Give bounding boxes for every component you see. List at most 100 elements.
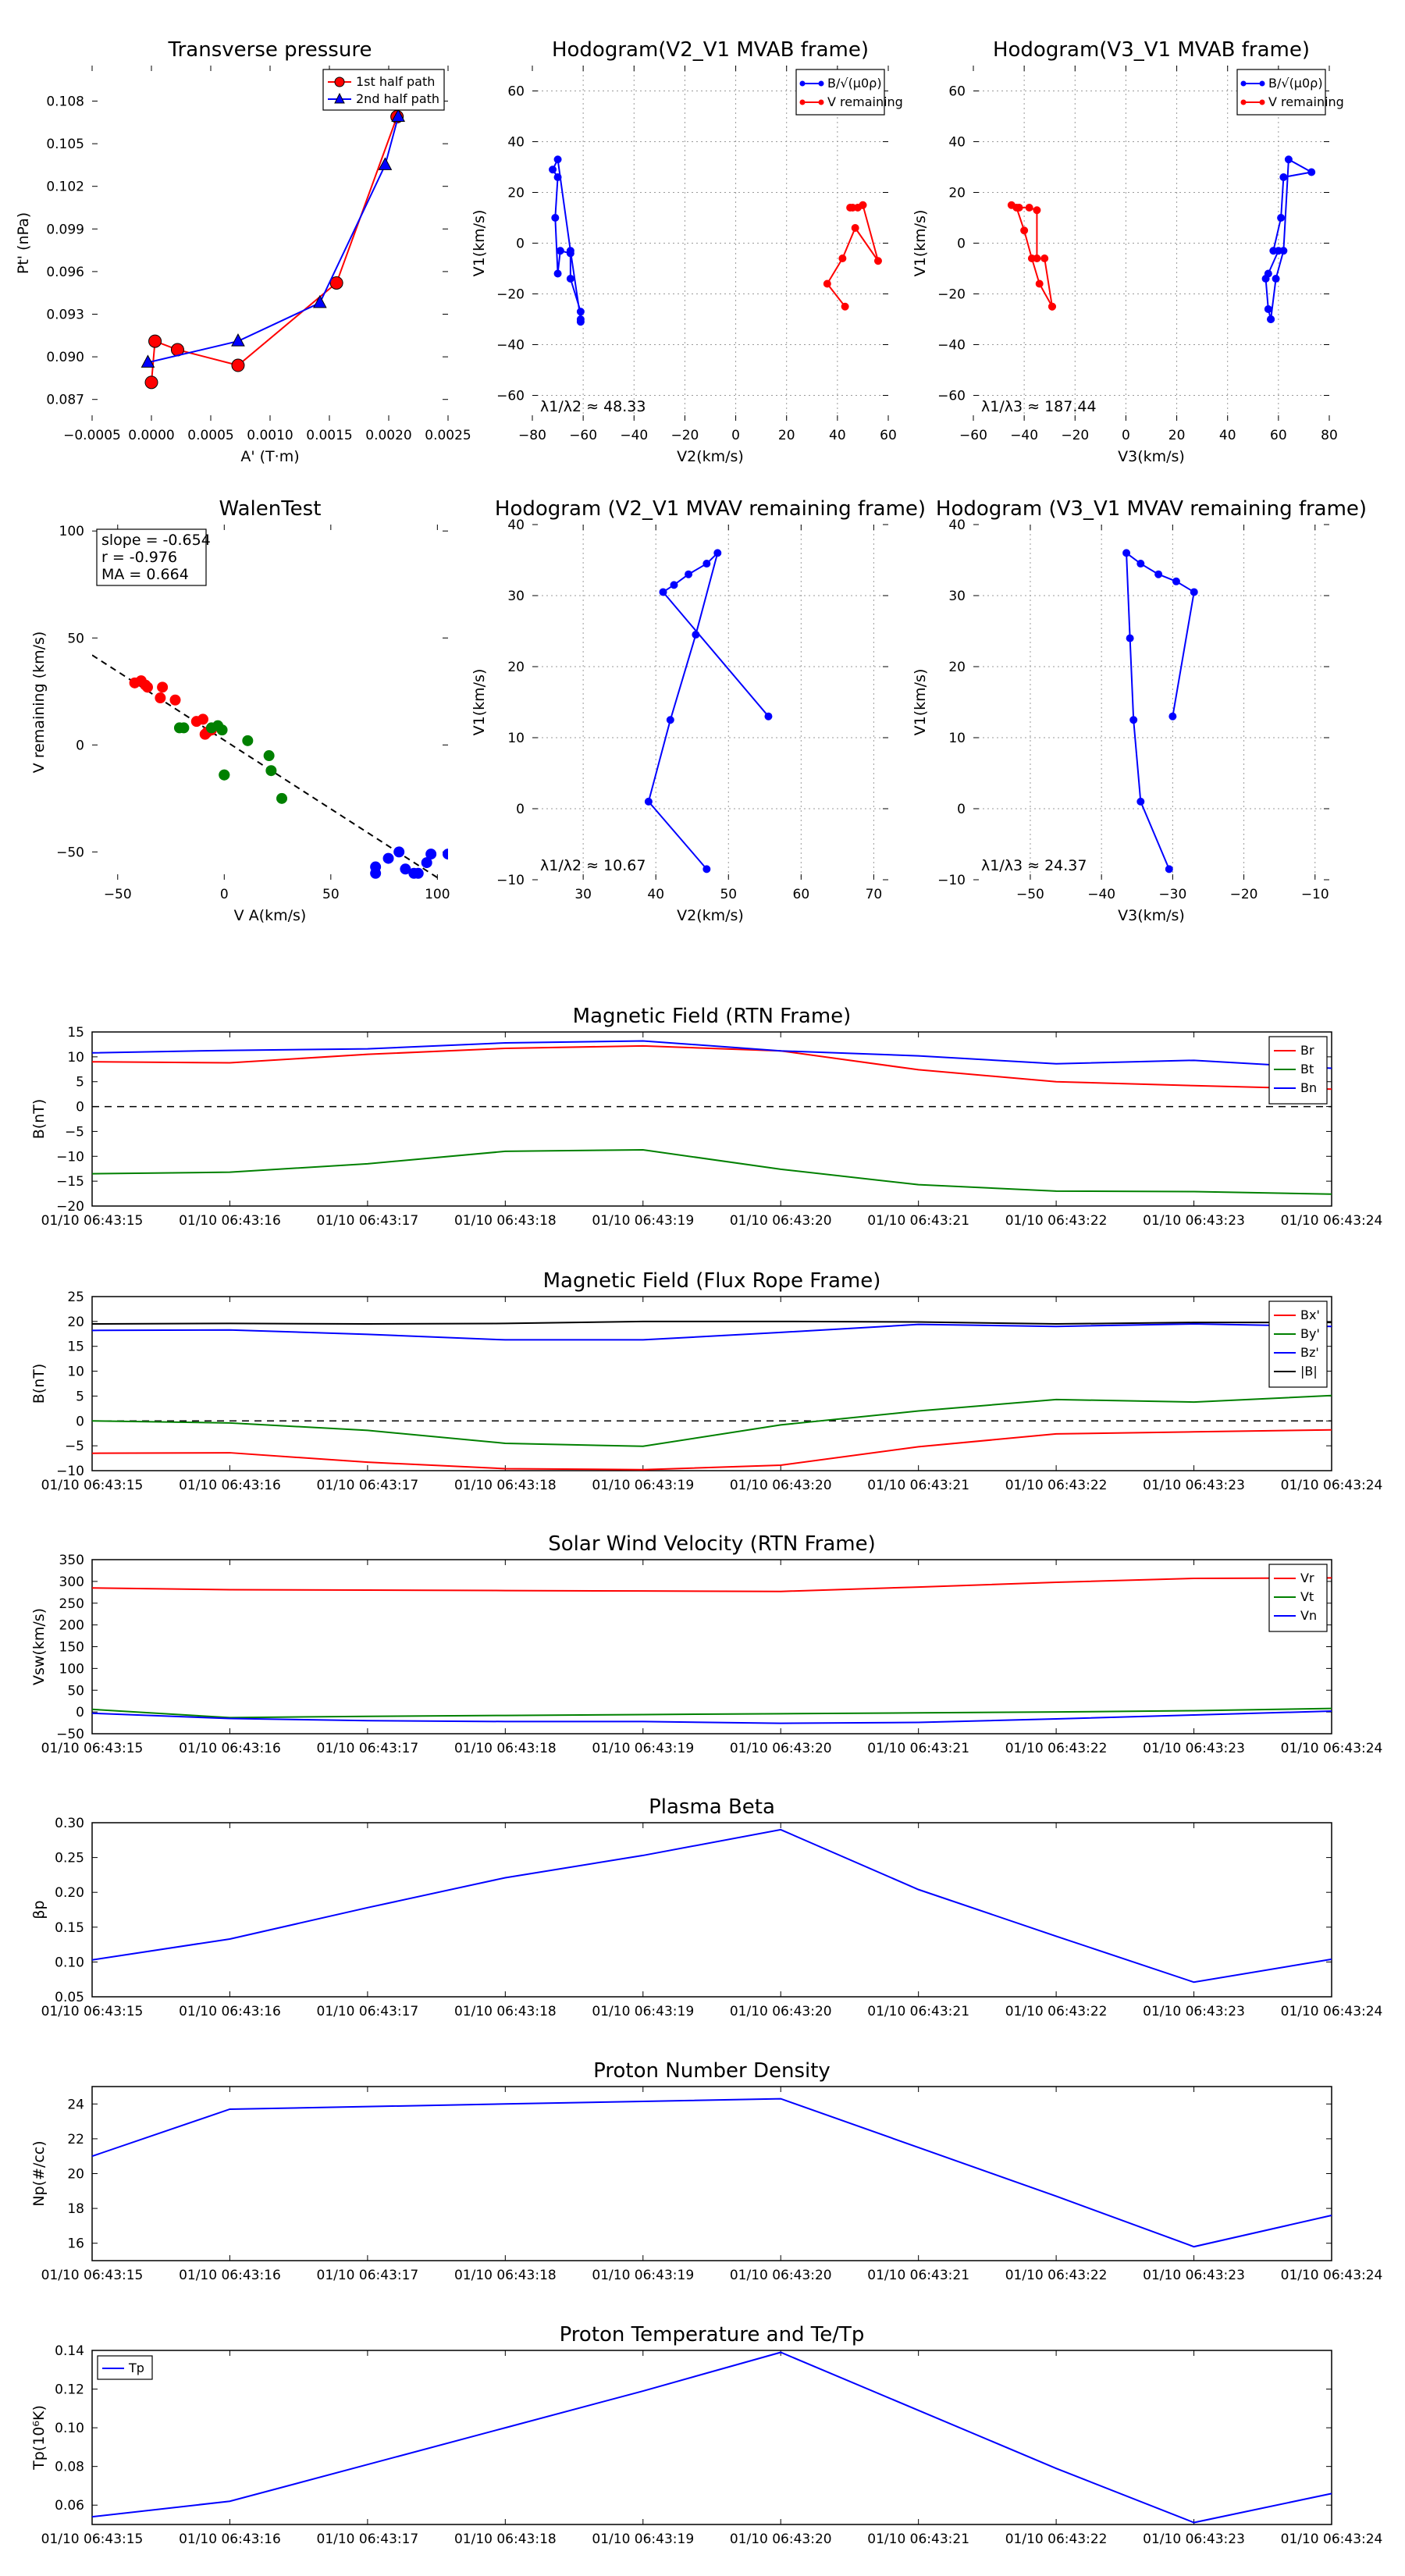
time-tick-label: 01/10 06:43:18 [454, 1741, 557, 1756]
data-point [382, 852, 394, 864]
y-axis-label: V1(km/s) [471, 210, 488, 277]
y-tick-label: 250 [59, 1596, 84, 1612]
y-tick-label: −20 [56, 1199, 84, 1215]
x-tick-label: 50 [322, 887, 340, 902]
x-tick-label: 70 [866, 887, 883, 902]
data-point [443, 849, 448, 860]
y-axis-label: Pt' (nPa) [15, 212, 32, 274]
data-point [242, 735, 254, 746]
y-axis-label: B(nT) [30, 1364, 48, 1404]
data-point [265, 765, 277, 777]
series-line-0 [151, 116, 398, 382]
y-tick-label: 20 [507, 660, 525, 675]
series-line-Br [91, 1044, 1332, 1091]
eigenvalue-ratio: λ1/λ3 ≈ 24.37 [981, 857, 1087, 874]
x-tick-label: 60 [1270, 428, 1287, 443]
x-tick-label: 0 [220, 887, 229, 902]
y-axis-label: Tp(10⁶K) [30, 2405, 48, 2471]
data-point [1284, 155, 1293, 164]
data-point [155, 692, 166, 704]
data-point [148, 334, 162, 348]
time-tick-label: 01/10 06:43:16 [179, 1213, 281, 1229]
series-line-Bz' [91, 1323, 1332, 1341]
y-tick-label: 0.25 [55, 1851, 84, 1866]
x-tick-label: 0.0025 [425, 428, 471, 443]
y-axis-label: V1(km/s) [912, 669, 929, 736]
data-point [329, 276, 343, 290]
data-point [1279, 247, 1288, 255]
x-tick-label: 60 [880, 428, 897, 443]
data-point [1035, 279, 1044, 288]
y-tick-label: −10 [56, 1149, 84, 1165]
data-point [1264, 305, 1272, 313]
eigenvalue-ratio: λ1/λ3 ≈ 187.44 [981, 398, 1097, 415]
chart-title: Plasma Beta [649, 1795, 775, 1819]
y-tick-label: 22 [67, 2132, 84, 2147]
time-tick-label: 01/10 06:43:19 [592, 1741, 694, 1756]
time-tick-label: 01/10 06:43:24 [1281, 2004, 1383, 2019]
data-point [400, 863, 411, 875]
y-tick-label: 0 [76, 738, 84, 753]
time-tick-label: 01/10 06:43:19 [592, 2004, 694, 2019]
y-axis-label: V remaining (km/s) [30, 632, 48, 774]
time-tick-label: 01/10 06:43:18 [454, 1213, 557, 1229]
series-line-Bn [91, 1040, 1332, 1069]
data-point [425, 849, 437, 860]
chart-title: Hodogram(V2_V1 MVAB frame) [552, 38, 869, 62]
y-axis-label: βp [30, 1900, 48, 1919]
time-tick-label: 01/10 06:43:23 [1143, 1213, 1245, 1229]
chart-walen: −50 0 50 100 −50 0 50 100 V A(km/s) V remaining (… [30, 497, 450, 924]
series-line-Vr [91, 1577, 1332, 1592]
y-tick-label: 20 [67, 2167, 84, 2183]
time-tick-label: 01/10 06:43:17 [317, 2532, 419, 2547]
data-point [553, 269, 562, 278]
y-tick-label: 0.05 [55, 1990, 84, 2005]
data-point [841, 302, 849, 311]
x-axis-label: V3(km/s) [1118, 448, 1185, 465]
data-point [556, 247, 564, 255]
y-tick-label: 20 [948, 186, 966, 201]
series-line-Np [91, 2097, 1332, 2248]
data-point [549, 165, 557, 174]
x-axis-label: V2(km/s) [677, 448, 744, 465]
time-tick-label: 01/10 06:43:21 [867, 1213, 969, 1229]
legend-label: V remaining [1268, 94, 1344, 109]
data-point [1015, 204, 1023, 212]
data-point [1307, 168, 1316, 176]
time-tick-label: 01/10 06:43:18 [454, 1478, 557, 1493]
time-tick-label: 01/10 06:43:24 [1281, 1213, 1383, 1229]
y-tick-label: 10 [507, 731, 525, 746]
time-tick-label: 01/10 06:43:17 [317, 2004, 419, 2019]
x-tick-label: −30 [1158, 887, 1186, 902]
series-line-0 [1264, 158, 1314, 320]
data-point [169, 694, 181, 706]
data-point [848, 204, 857, 212]
chart-hodo2: −60 −40 −20 0 20 40 60 80 −60 −40 −20 0 20 40 60 V3(km/… [912, 38, 1344, 465]
data-point [553, 173, 562, 181]
x-tick-label: 0 [731, 428, 740, 443]
time-tick-label: 01/10 06:43:15 [41, 1741, 144, 1756]
x-tick-label: −60 [569, 428, 597, 443]
data-point [702, 865, 711, 873]
y-tick-label: 60 [507, 84, 525, 100]
y-tick-label: 0.10 [55, 2421, 84, 2436]
legend-label: Vt [1300, 1589, 1314, 1604]
y-tick-label: 30 [507, 589, 525, 604]
legend: Br Bt Bn [1268, 1036, 1328, 1105]
x-tick-label: 50 [720, 887, 737, 902]
x-tick-label: 100 [425, 887, 450, 902]
plot-frame [91, 1822, 1332, 1998]
y-tick-label: 0 [957, 802, 966, 817]
y-tick-label: 15 [67, 1340, 84, 1355]
data-point [566, 275, 574, 283]
y-tick-label: 0 [76, 1414, 84, 1429]
y-tick-label: 50 [67, 631, 84, 646]
y-tick-label: −40 [937, 338, 966, 354]
y-tick-label: 300 [59, 1574, 84, 1590]
plot-area [644, 549, 773, 873]
series-line-Bt [91, 1149, 1332, 1195]
y-tick-label: 0.12 [55, 2382, 84, 2398]
time-tick-label: 01/10 06:43:15 [41, 1213, 144, 1229]
y-tick-label: 150 [59, 1640, 84, 1656]
time-tick-label: 01/10 06:43:21 [867, 2268, 969, 2283]
